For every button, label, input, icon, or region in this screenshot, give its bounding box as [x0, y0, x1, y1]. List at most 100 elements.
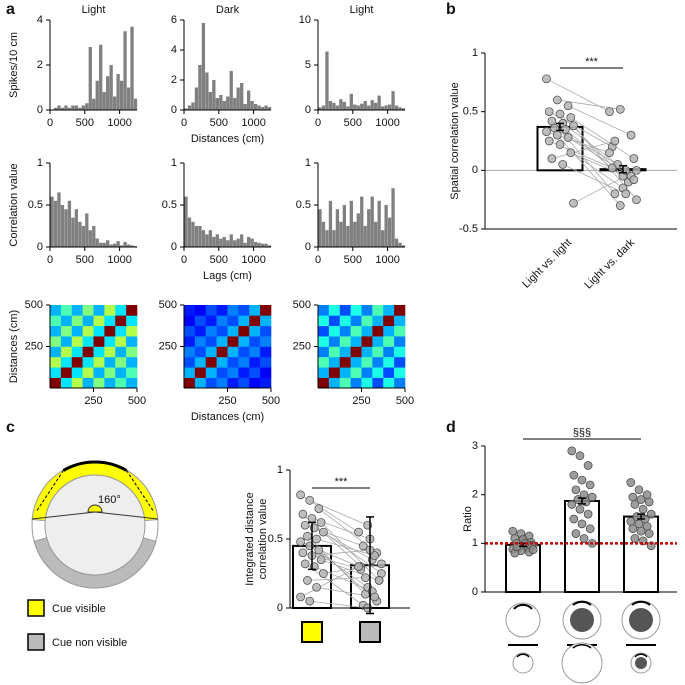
y-tick-label: 0 — [37, 104, 43, 116]
column — [233, 98, 237, 110]
panel-label: d — [446, 419, 456, 436]
column — [95, 238, 99, 247]
x-tick-label: 500 — [396, 395, 414, 407]
heat-cell — [126, 367, 138, 378]
column — [267, 245, 272, 247]
y-axis-label: Ratio — [462, 506, 474, 532]
heat-cell — [339, 315, 351, 327]
column — [335, 105, 340, 110]
angle-ray — [31, 511, 96, 520]
x-tick-label: 250 — [218, 395, 236, 407]
column — [119, 245, 124, 247]
data-point — [303, 531, 312, 541]
heat-cell — [93, 336, 105, 347]
column — [380, 106, 385, 110]
data-point — [634, 485, 644, 495]
column — [360, 196, 364, 247]
y-tick-label: 0.5 — [296, 199, 311, 211]
pair-line — [300, 566, 359, 598]
data-point — [587, 492, 597, 502]
x-tick-label: 500 — [262, 395, 280, 407]
panel-title: Light — [350, 4, 374, 16]
data-point — [605, 107, 614, 117]
angle-label: 160° — [98, 494, 121, 506]
heat-cell — [227, 336, 239, 347]
view-line — [126, 470, 155, 513]
heat-cell — [350, 305, 362, 316]
heat-cell — [71, 336, 83, 347]
heat-cell — [260, 305, 272, 316]
heat-cell — [50, 346, 62, 358]
heat-cell — [126, 315, 138, 327]
column — [116, 74, 120, 110]
data-point — [567, 500, 577, 509]
column — [332, 102, 336, 110]
column — [208, 92, 213, 110]
heat-cell — [216, 377, 228, 389]
column — [74, 105, 79, 110]
category-icon — [301, 621, 323, 643]
data-point — [638, 504, 648, 514]
heat-cell — [227, 315, 239, 327]
heat-cell — [216, 367, 228, 378]
data-point — [558, 160, 568, 169]
heat-cell — [60, 315, 73, 327]
data-point — [615, 104, 625, 114]
heat-cell — [104, 356, 116, 368]
x-tick-label: 500 — [344, 117, 362, 129]
heat-cell — [104, 325, 116, 337]
column — [112, 243, 117, 247]
heat-cell — [372, 367, 384, 378]
column — [71, 105, 75, 110]
column — [253, 104, 258, 110]
panel-label: b — [446, 1, 456, 18]
heat-cell — [60, 367, 73, 378]
data-point — [354, 562, 363, 571]
data-point — [621, 189, 631, 199]
heat-cell — [194, 367, 207, 378]
x-tick-label: 1000 — [375, 254, 399, 266]
data-point — [632, 195, 641, 205]
column — [363, 101, 367, 110]
data-point — [644, 529, 654, 538]
data-point — [312, 534, 321, 544]
heat-cell — [260, 367, 272, 378]
column — [236, 238, 240, 247]
heat-cell — [115, 336, 127, 347]
y-tick-label: 0 — [37, 241, 43, 253]
column — [106, 76, 110, 110]
heat-cell — [372, 305, 384, 316]
heat-cell — [93, 367, 105, 378]
column — [67, 107, 72, 110]
data-point — [569, 198, 578, 208]
heat-cell — [82, 356, 94, 368]
y-tick-label: 0.5 — [268, 533, 283, 545]
panel-title: Light — [82, 4, 106, 16]
y-tick-label: 0 — [277, 602, 283, 614]
y-tick-label: 250 — [25, 340, 43, 352]
data-point — [615, 201, 625, 210]
column — [123, 241, 127, 247]
column — [215, 234, 219, 247]
data-point — [577, 519, 587, 529]
column — [187, 217, 192, 247]
heat-cell — [249, 305, 261, 316]
column — [60, 205, 65, 247]
heat-cell — [394, 377, 406, 389]
column — [335, 209, 340, 247]
data-point — [567, 446, 577, 456]
heat-cell — [227, 305, 239, 316]
column — [243, 104, 247, 110]
column — [99, 242, 103, 247]
column — [391, 188, 395, 247]
y-tick-label: 6 — [171, 14, 177, 26]
pair-line — [311, 549, 371, 556]
heat-cell — [216, 346, 228, 358]
y-tick-label: 1 — [37, 157, 43, 169]
column — [57, 105, 61, 110]
column — [50, 196, 54, 247]
y-tick-label: 500 — [159, 299, 177, 311]
column — [191, 102, 195, 110]
data-point — [610, 189, 620, 199]
heat-cell — [383, 367, 395, 378]
